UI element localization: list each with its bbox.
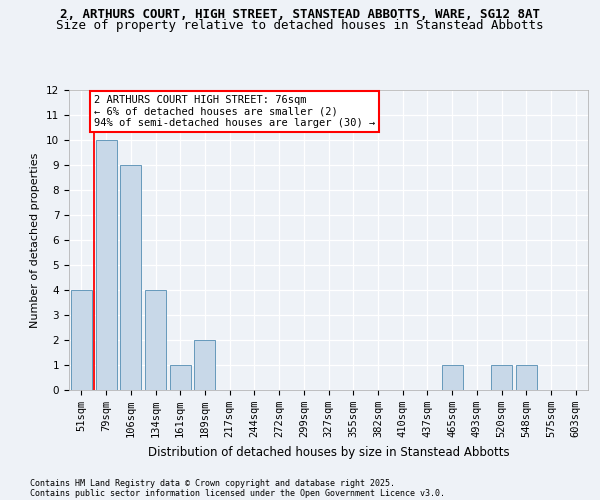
Text: Size of property relative to detached houses in Stanstead Abbotts: Size of property relative to detached ho… [56,18,544,32]
Bar [442,365,463,390]
Bar [71,290,92,390]
Text: 2 ARTHURS COURT HIGH STREET: 76sqm
← 6% of detached houses are smaller (2)
94% o: 2 ARTHURS COURT HIGH STREET: 76sqm ← 6% … [94,95,375,128]
Text: Contains HM Land Registry data © Crown copyright and database right 2025.: Contains HM Land Registry data © Crown c… [30,478,395,488]
Bar [491,365,512,390]
Bar [95,140,116,390]
Text: Contains public sector information licensed under the Open Government Licence v3: Contains public sector information licen… [30,488,445,498]
Bar [194,340,215,390]
Text: 2, ARTHURS COURT, HIGH STREET, STANSTEAD ABBOTTS, WARE, SG12 8AT: 2, ARTHURS COURT, HIGH STREET, STANSTEAD… [60,8,540,20]
Bar [145,290,166,390]
X-axis label: Distribution of detached houses by size in Stanstead Abbotts: Distribution of detached houses by size … [148,446,509,458]
Bar [170,365,191,390]
Bar [120,165,141,390]
Bar [516,365,537,390]
Y-axis label: Number of detached properties: Number of detached properties [31,152,40,328]
